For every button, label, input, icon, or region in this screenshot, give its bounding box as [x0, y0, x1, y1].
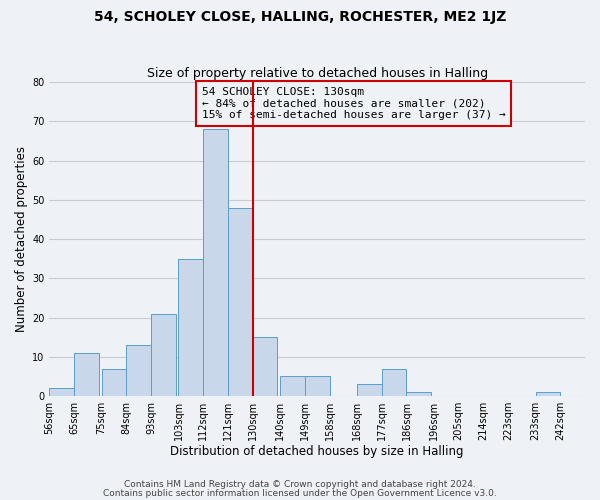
- Bar: [406, 392, 431, 396]
- Bar: [382, 368, 406, 396]
- Bar: [49, 388, 74, 396]
- Bar: [151, 314, 176, 396]
- Bar: [203, 129, 228, 396]
- Bar: [536, 392, 560, 396]
- Bar: [74, 353, 99, 396]
- Text: 54 SCHOLEY CLOSE: 130sqm
← 84% of detached houses are smaller (202)
15% of semi-: 54 SCHOLEY CLOSE: 130sqm ← 84% of detach…: [202, 87, 506, 120]
- Text: 54, SCHOLEY CLOSE, HALLING, ROCHESTER, ME2 1JZ: 54, SCHOLEY CLOSE, HALLING, ROCHESTER, M…: [94, 10, 506, 24]
- Y-axis label: Number of detached properties: Number of detached properties: [15, 146, 28, 332]
- X-axis label: Distribution of detached houses by size in Halling: Distribution of detached houses by size …: [170, 444, 464, 458]
- Bar: [280, 376, 305, 396]
- Bar: [253, 337, 277, 396]
- Text: Contains public sector information licensed under the Open Government Licence v3: Contains public sector information licen…: [103, 488, 497, 498]
- Bar: [357, 384, 382, 396]
- Bar: [127, 345, 151, 396]
- Bar: [101, 368, 127, 396]
- Bar: [228, 208, 253, 396]
- Bar: [305, 376, 329, 396]
- Title: Size of property relative to detached houses in Halling: Size of property relative to detached ho…: [146, 66, 488, 80]
- Text: Contains HM Land Registry data © Crown copyright and database right 2024.: Contains HM Land Registry data © Crown c…: [124, 480, 476, 489]
- Bar: [178, 258, 203, 396]
